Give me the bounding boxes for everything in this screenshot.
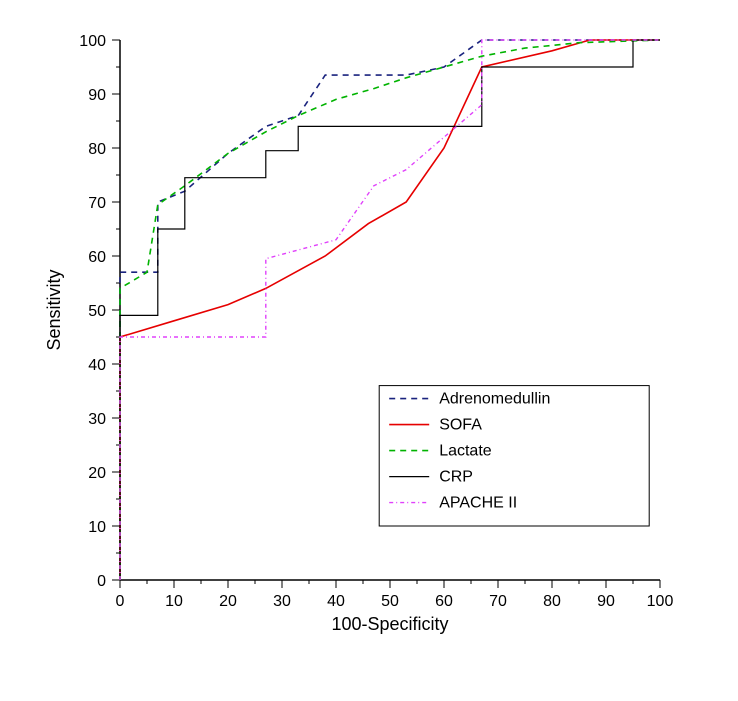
- y-tick-label: 70: [88, 195, 106, 212]
- y-tick-label: 80: [88, 141, 106, 158]
- y-tick-label: 50: [88, 303, 106, 320]
- y-tick-label: 20: [88, 465, 106, 482]
- y-tick-label: 0: [97, 573, 106, 590]
- legend-label: Adrenomedullin: [439, 391, 550, 408]
- x-tick-label: 10: [165, 593, 183, 610]
- legend-label: Lactate: [439, 443, 492, 460]
- x-tick-label: 20: [219, 593, 237, 610]
- x-tick-label: 100: [647, 593, 674, 610]
- legend-label: CRP: [439, 469, 473, 486]
- roc-chart: 0 10 20 30 40 50 60 70 80 90 100 0 10 20 30 40 50 60 70 80 9…: [0, 0, 738, 701]
- chart-background: [0, 0, 738, 701]
- x-tick-label: 90: [597, 593, 615, 610]
- y-tick-label: 100: [79, 33, 106, 50]
- y-axis-label: Sensitivity: [44, 269, 64, 350]
- x-tick-label: 70: [489, 593, 507, 610]
- y-tick-label: 60: [88, 249, 106, 266]
- x-tick-label: 80: [543, 593, 561, 610]
- x-tick-label: 50: [381, 593, 399, 610]
- y-tick-label: 90: [88, 87, 106, 104]
- x-tick-label: 40: [327, 593, 345, 610]
- legend-label: APACHE II: [439, 495, 517, 512]
- y-tick-label: 30: [88, 411, 106, 428]
- y-tick-label: 10: [88, 519, 106, 536]
- legend-label: SOFA: [439, 417, 482, 434]
- y-tick-label: 40: [88, 357, 106, 374]
- chart-svg: 0 10 20 30 40 50 60 70 80 90 100 0 10 20 30 40 50 60 70 80 9…: [0, 0, 738, 701]
- x-tick-label: 30: [273, 593, 291, 610]
- x-tick-label: 60: [435, 593, 453, 610]
- x-axis-label: 100-Specificity: [331, 614, 448, 634]
- x-tick-label: 0: [116, 593, 125, 610]
